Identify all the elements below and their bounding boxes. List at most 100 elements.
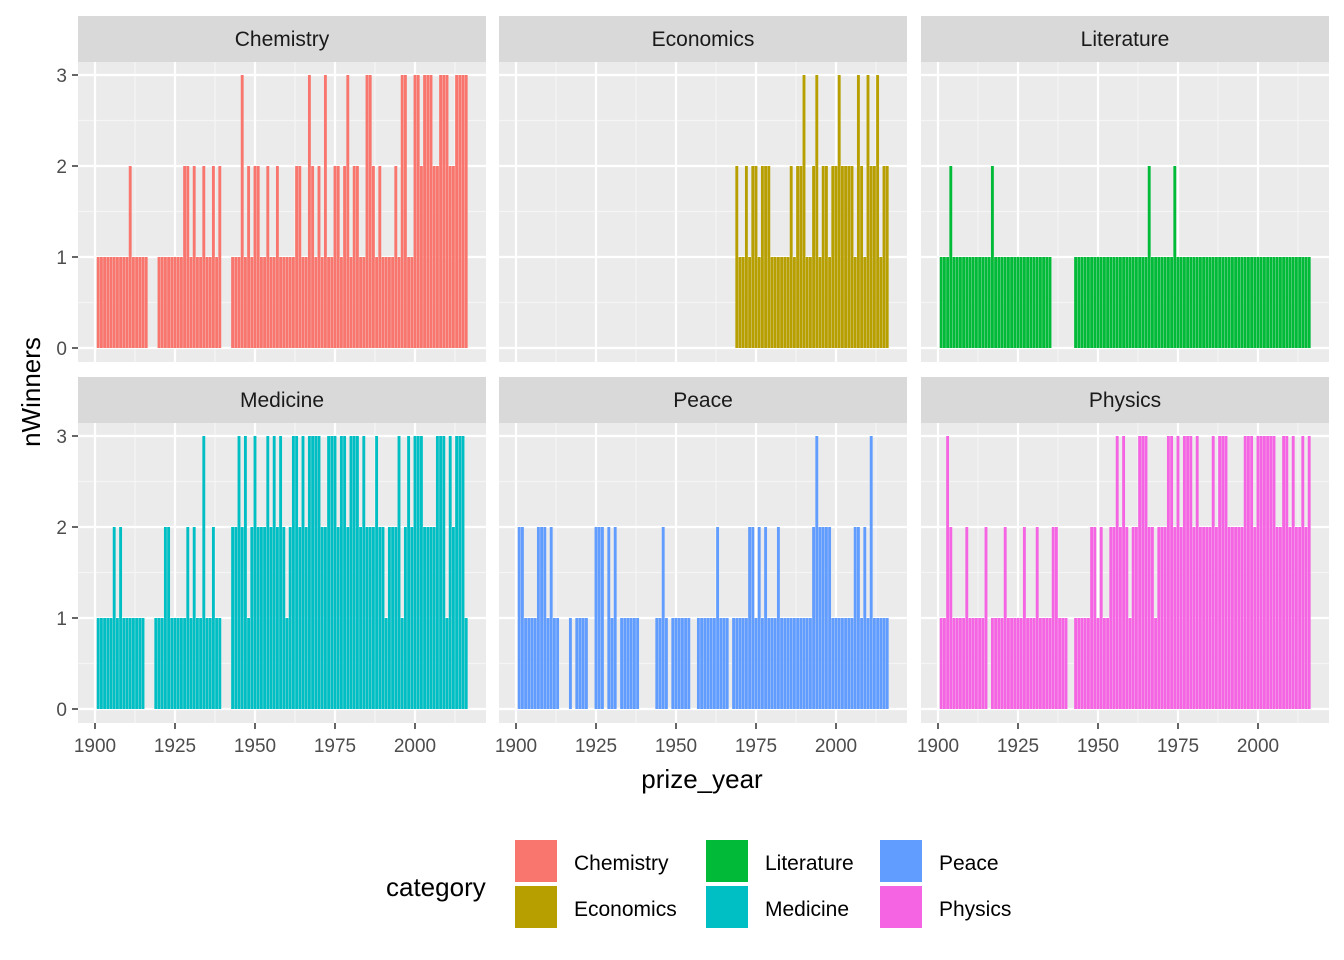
bar <box>1243 436 1247 709</box>
bar <box>799 618 803 709</box>
bar <box>394 527 398 709</box>
bar <box>416 75 420 348</box>
bar <box>1112 257 1116 348</box>
bar <box>314 257 318 348</box>
bar <box>575 618 579 709</box>
bar <box>847 618 851 709</box>
bar <box>735 618 739 709</box>
bar <box>1211 436 1215 709</box>
bar <box>1170 436 1174 709</box>
bar <box>323 75 327 348</box>
bar <box>1256 257 1260 348</box>
legend-key-peace <box>880 840 922 882</box>
bar <box>821 527 825 709</box>
bar <box>359 527 363 709</box>
bar <box>157 257 161 348</box>
bar <box>844 618 848 709</box>
bar <box>1234 527 1238 709</box>
bar <box>879 618 883 709</box>
bar <box>1240 257 1244 348</box>
bar <box>543 527 547 709</box>
bar <box>1291 436 1295 709</box>
bar <box>1218 257 1222 348</box>
bar <box>831 166 835 348</box>
bar <box>1003 527 1007 709</box>
bar <box>1195 257 1199 348</box>
bar <box>1090 527 1094 709</box>
y-tick-label: 3 <box>56 66 67 87</box>
bar <box>410 527 414 709</box>
bar <box>279 257 283 348</box>
y-tick-label: 0 <box>56 339 67 360</box>
bar <box>119 527 123 709</box>
bar <box>231 527 235 709</box>
bar <box>748 527 752 709</box>
bar <box>770 257 774 348</box>
facet-panels: Chemistry Economics Literature Medicine Peac… <box>78 16 1329 723</box>
bar <box>802 618 806 709</box>
bar <box>1189 436 1193 709</box>
bar <box>365 527 369 709</box>
bar <box>1013 618 1017 709</box>
bar <box>301 436 305 709</box>
bar <box>773 257 777 348</box>
bar <box>426 75 430 348</box>
bar <box>1272 257 1276 348</box>
bar <box>748 257 752 348</box>
bar <box>432 527 436 709</box>
bar <box>962 257 966 348</box>
bar <box>1179 527 1183 709</box>
bar <box>1083 257 1087 348</box>
bar <box>812 166 816 348</box>
bar <box>1038 257 1042 348</box>
bar <box>381 257 385 348</box>
bar <box>461 436 465 709</box>
bar <box>1093 527 1097 709</box>
bar <box>218 618 222 709</box>
bar <box>831 618 835 709</box>
bar <box>671 618 675 709</box>
bars-medicine <box>96 436 468 709</box>
bar <box>419 436 423 709</box>
bar <box>751 527 755 709</box>
bar <box>882 166 886 348</box>
bar <box>834 166 838 348</box>
bar <box>362 257 366 348</box>
bar <box>1294 527 1298 709</box>
bar <box>952 618 956 709</box>
bar <box>215 257 219 348</box>
bar <box>1282 257 1286 348</box>
bar <box>610 618 614 709</box>
bar <box>253 436 257 709</box>
legend: category Chemistry Economics Literature Med… <box>386 840 1011 928</box>
bar <box>754 166 758 348</box>
bar <box>240 527 244 709</box>
bar <box>1042 618 1046 709</box>
bar <box>1096 618 1100 709</box>
bar <box>1125 527 1129 709</box>
bar <box>1026 618 1030 709</box>
bar <box>355 166 359 348</box>
bar <box>1198 527 1202 709</box>
bar <box>1086 257 1090 348</box>
bar <box>400 618 404 709</box>
bar <box>186 527 190 709</box>
bar <box>1035 257 1039 348</box>
bar <box>1182 436 1186 709</box>
bar <box>183 166 187 348</box>
bar <box>272 257 276 348</box>
bar <box>824 166 828 348</box>
bar <box>789 166 793 348</box>
bar <box>103 257 107 348</box>
bar <box>821 166 825 348</box>
bar <box>275 166 279 348</box>
bar <box>1022 527 1026 709</box>
x-tick-label: 1975 <box>735 736 777 757</box>
bar <box>1102 257 1106 348</box>
bar <box>352 436 356 709</box>
bar <box>716 527 720 709</box>
x-tick-label: 2000 <box>394 736 436 757</box>
bar <box>882 618 886 709</box>
bar <box>764 527 768 709</box>
bar <box>183 618 187 709</box>
